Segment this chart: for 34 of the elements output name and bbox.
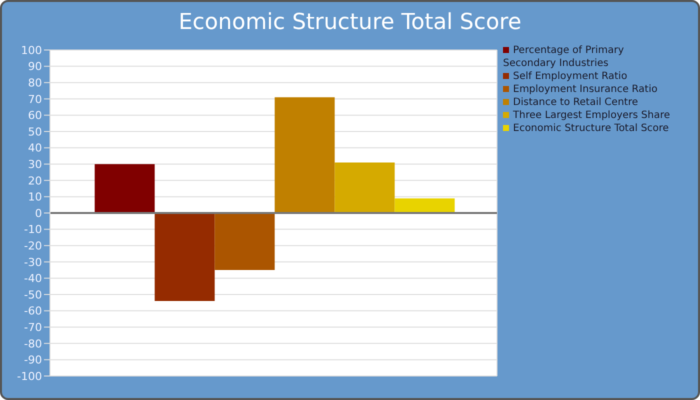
legend-label: Employment Insurance Ratio	[513, 84, 658, 95]
bar	[154, 213, 215, 302]
y-tick-label: -30	[24, 256, 42, 269]
y-tick-label: 60	[28, 109, 42, 122]
legend-label: Percentage of Primary Secondary Industries	[503, 45, 624, 69]
y-tick-label: 50	[28, 125, 42, 138]
y-tick-label: -10	[24, 223, 42, 236]
y-tick-label: 10	[28, 190, 42, 204]
y-tick-label: -80	[24, 337, 42, 350]
bar	[214, 213, 275, 270]
y-tick-label: -20	[24, 240, 42, 253]
bar	[394, 198, 455, 213]
bar	[334, 162, 395, 213]
legend-label: Economic Structure Total Score	[513, 123, 669, 134]
y-tick-label: 30	[28, 158, 42, 172]
y-tick-label: 0	[35, 206, 42, 220]
y-tick-label: -40	[24, 272, 42, 286]
y-tick-label: -70	[24, 321, 42, 334]
y-tick-label: 90	[28, 60, 42, 74]
y-tick-label: 100	[21, 44, 42, 57]
y-tick-label: -50	[24, 288, 42, 302]
legend-label: Self Employment Ratio	[513, 71, 628, 82]
legend-label: Distance to Retail Centre	[513, 97, 638, 108]
bar	[94, 164, 155, 213]
bar	[274, 97, 335, 213]
y-tick-label: 40	[28, 142, 42, 155]
legend-label: Three Largest Employers Share	[513, 110, 670, 121]
y-tick-label: -90	[24, 354, 42, 367]
y-tick-label: -60	[24, 304, 42, 318]
chart-title: Economic Structure Total Score	[178, 10, 522, 35]
y-tick-label: 80	[28, 76, 42, 90]
y-tick-label: 70	[28, 92, 42, 106]
y-tick-label: 20	[28, 174, 42, 188]
y-tick-label: -100	[17, 370, 42, 383]
